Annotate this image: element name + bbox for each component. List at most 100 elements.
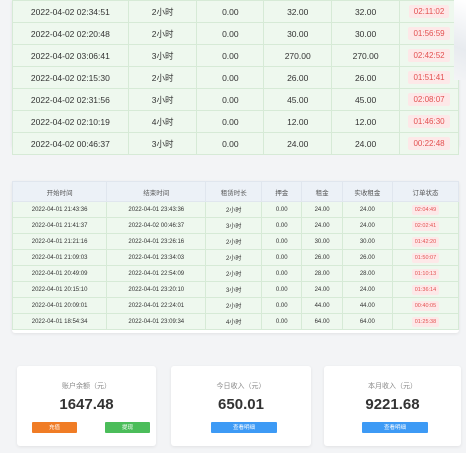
cell-deposit: 0.00 <box>261 249 303 266</box>
table-row: 2022-04-01 20:15:10 2022-04-01 23:20:10 3小… <box>11 281 460 298</box>
table-row: 2022-04-01 21:09:03 2022-04-01 23:34:03 2小… <box>11 249 460 266</box>
status-badge: 00:22:48 <box>408 137 450 150</box>
cell-end: 2022-04-01 23:09:34 <box>106 313 207 330</box>
order-status-cell: 01:50:07 <box>391 249 460 266</box>
cell-start: 2022-04-01 20:09:01 <box>11 297 108 314</box>
cell-deposit: 0.00 <box>196 66 265 89</box>
cell-rent: 30.00 <box>301 233 343 250</box>
cell-rent: 26.00 <box>301 249 343 266</box>
order-status-cell: 01:46:30 <box>399 110 459 133</box>
status-badge: 02:08:07 <box>408 93 450 106</box>
cell-duration: 2小时 <box>127 66 198 89</box>
cell-actual: 26.00 <box>341 249 393 266</box>
table-row: 2022-04-02 02:20:48 2小时 0.00 30.00 30.00 01:5… <box>12 22 459 45</box>
recent-orders-table: 2022-04-02 02:34:51 2小时 0.00 32.00 32.00 02:1… <box>12 0 459 155</box>
table-header-row: 开始时间 结束时间 租赁时长 押金 租金 实收租金 订单状态 <box>11 181 460 202</box>
cell-time: 2022-04-02 02:20:48 <box>12 22 129 45</box>
order-status-cell: 01:36:14 <box>391 281 460 298</box>
cell-time: 2022-04-02 02:34:51 <box>12 0 129 23</box>
cell-duration: 3小时 <box>205 217 263 234</box>
cell-rent: 32.00 <box>263 0 333 23</box>
month-detail-button[interactable]: 查看明细 <box>362 422 428 433</box>
order-status-cell: 02:04:49 <box>391 201 460 218</box>
cell-start: 2022-04-01 18:54:34 <box>11 313 108 330</box>
today-income-value: 650.01 <box>218 396 264 413</box>
cell-rent: 26.00 <box>263 66 333 89</box>
status-badge: 02:02:41 <box>411 220 440 231</box>
cell-deposit: 0.00 <box>261 313 303 330</box>
cell-end: 2022-04-01 23:43:36 <box>106 201 207 218</box>
withdraw-button[interactable]: 提现 <box>105 422 150 433</box>
month-income-card: 本月收入（元） 9221.68 查看明细 <box>324 366 461 446</box>
header-order-status: 订单状态 <box>391 181 460 202</box>
cell-start: 2022-04-01 20:15:10 <box>11 281 108 298</box>
cell-deposit: 0.00 <box>261 297 303 314</box>
cell-rent: 45.00 <box>263 88 333 111</box>
recharge-button[interactable]: 充值 <box>32 422 77 433</box>
status-badge: 02:11:02 <box>408 5 450 18</box>
cell-deposit: 0.00 <box>196 88 265 111</box>
order-status-cell: 02:11:02 <box>399 0 459 23</box>
status-badge: 02:42:52 <box>408 49 450 62</box>
cell-rent: 24.00 <box>301 201 343 218</box>
cell-duration: 3小时 <box>127 132 198 155</box>
balance-value: 1647.48 <box>59 396 114 413</box>
cell-duration: 2小时 <box>205 265 263 282</box>
cell-deposit: 0.00 <box>196 0 265 23</box>
cell-time: 2022-04-02 00:46:37 <box>12 132 129 155</box>
cell-actual: 32.00 <box>331 0 401 23</box>
cell-rent: 24.00 <box>301 281 343 298</box>
cell-rent: 270.00 <box>263 44 333 67</box>
cell-end: 2022-04-01 23:26:16 <box>106 233 207 250</box>
cell-time: 2022-04-02 02:10:19 <box>12 110 129 133</box>
order-status-cell: 02:02:41 <box>391 217 460 234</box>
cell-deposit: 0.00 <box>261 201 303 218</box>
cell-time: 2022-04-02 02:31:56 <box>12 88 129 111</box>
cell-end: 2022-04-01 23:34:03 <box>106 249 207 266</box>
cell-duration: 4小时 <box>205 313 263 330</box>
cell-duration: 3小时 <box>127 88 198 111</box>
month-income-value: 9221.68 <box>365 396 420 413</box>
table-row: 2022-04-02 02:34:51 2小时 0.00 32.00 32.00 02:1… <box>12 0 459 23</box>
cell-time: 2022-04-02 02:15:30 <box>12 66 129 89</box>
cell-deposit: 0.00 <box>261 265 303 282</box>
cell-start: 2022-04-01 20:49:09 <box>11 265 108 282</box>
cell-actual: 24.00 <box>341 217 393 234</box>
order-status-cell: 01:51:41 <box>399 66 459 89</box>
header-deposit: 押金 <box>261 181 303 202</box>
cell-end: 2022-04-01 22:24:01 <box>106 297 207 314</box>
status-badge: 01:46:30 <box>408 115 450 128</box>
table-row: 2022-04-01 18:54:34 2022-04-01 23:09:34 4小… <box>11 313 460 330</box>
cell-duration: 2小时 <box>205 201 263 218</box>
status-badge: 01:56:59 <box>408 27 450 40</box>
cell-rent: 28.00 <box>301 265 343 282</box>
table-row: 2022-04-02 02:10:19 4小时 0.00 12.00 12.00 01:4… <box>12 110 459 133</box>
cell-duration: 3小时 <box>127 44 198 67</box>
cell-duration: 2小时 <box>127 0 198 23</box>
cell-actual: 30.00 <box>331 22 401 45</box>
cell-actual: 24.00 <box>341 281 393 298</box>
table-row: 2022-04-02 02:15:30 2小时 0.00 26.00 26.00 01:5… <box>12 66 459 89</box>
cell-time: 2022-04-02 03:06:41 <box>12 44 129 67</box>
cell-rent: 44.00 <box>301 297 343 314</box>
cell-actual: 270.00 <box>331 44 401 67</box>
cell-rent: 24.00 <box>301 217 343 234</box>
balance-label: 账户余额（元） <box>62 383 111 390</box>
cell-deposit: 0.00 <box>261 281 303 298</box>
table-row: 2022-04-02 03:06:41 3小时 0.00 270.00 270.00 02… <box>12 44 459 67</box>
cell-end: 2022-04-01 23:20:10 <box>106 281 207 298</box>
cell-rent: 64.00 <box>301 313 343 330</box>
cell-rent: 24.00 <box>263 132 333 155</box>
cell-actual: 24.00 <box>341 201 393 218</box>
order-history-table: 开始时间 结束时间 租赁时长 押金 租金 实收租金 订单状态 2022-04-0… <box>11 181 460 330</box>
header-duration: 租赁时长 <box>205 181 263 202</box>
cell-actual: 26.00 <box>331 66 401 89</box>
status-badge: 01:25:38 <box>411 316 440 327</box>
account-balance-card: 账户余额（元） 1647.48 充值 提现 <box>17 366 156 446</box>
header-start-time: 开始时间 <box>11 181 108 202</box>
cell-start: 2022-04-01 21:43:36 <box>11 201 108 218</box>
status-badge: 01:42:20 <box>411 236 440 247</box>
cell-deposit: 0.00 <box>261 233 303 250</box>
today-detail-button[interactable]: 查看明细 <box>211 422 277 433</box>
status-badge: 01:50:07 <box>411 252 440 263</box>
